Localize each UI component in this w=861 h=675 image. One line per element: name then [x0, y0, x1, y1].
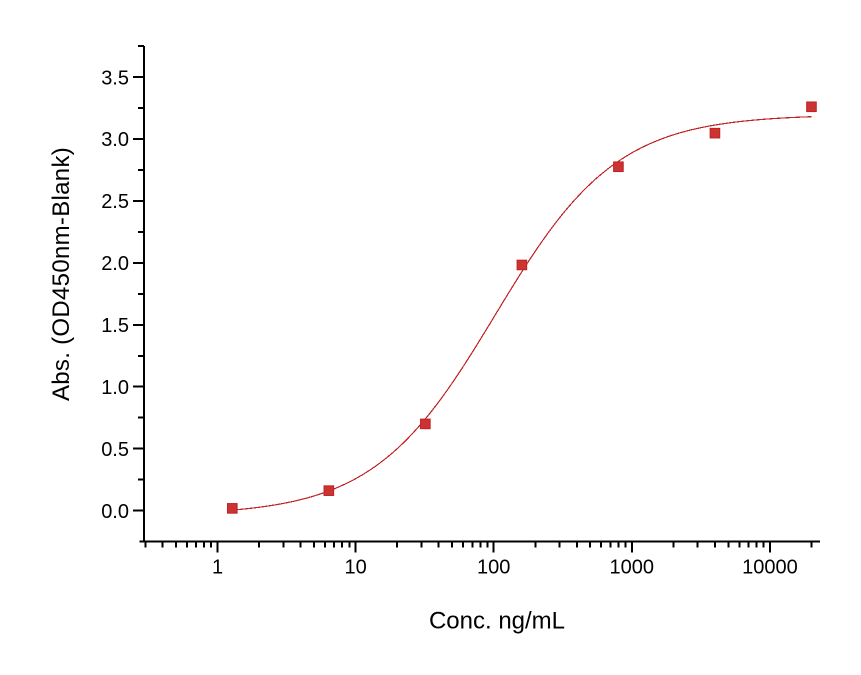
svg-text:1: 1	[212, 557, 223, 579]
svg-text:3.5: 3.5	[101, 67, 129, 89]
svg-text:2.0: 2.0	[101, 253, 129, 275]
svg-text:1.0: 1.0	[101, 377, 129, 399]
svg-text:1000: 1000	[610, 557, 655, 579]
svg-text:Conc. ng/mL: Conc. ng/mL	[429, 608, 565, 635]
svg-text:100: 100	[477, 557, 510, 579]
svg-text:10: 10	[344, 557, 366, 579]
svg-text:10000: 10000	[742, 557, 798, 579]
svg-text:Abs. (OD450nm-Blank): Abs. (OD450nm-Blank)	[48, 147, 75, 401]
svg-text:1.5: 1.5	[101, 315, 129, 337]
svg-text:2.5: 2.5	[101, 191, 129, 213]
svg-text:0.5: 0.5	[101, 439, 129, 461]
svg-text:3.0: 3.0	[101, 129, 129, 151]
svg-text:0.0: 0.0	[101, 501, 129, 523]
